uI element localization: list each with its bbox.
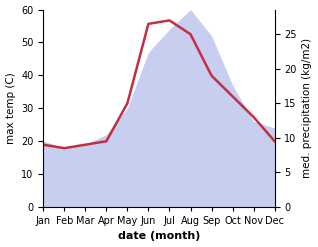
Y-axis label: med. precipitation (kg/m2): med. precipitation (kg/m2) bbox=[302, 38, 313, 178]
Y-axis label: max temp (C): max temp (C) bbox=[5, 72, 16, 144]
X-axis label: date (month): date (month) bbox=[118, 231, 200, 242]
